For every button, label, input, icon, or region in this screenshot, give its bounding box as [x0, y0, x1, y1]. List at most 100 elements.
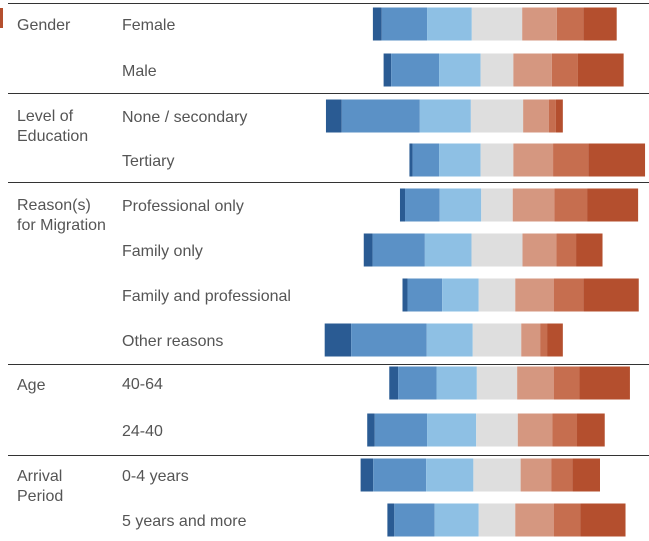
bar-segment: [424, 233, 472, 267]
bar-segment: [405, 188, 440, 222]
bar-segment: [391, 53, 440, 87]
bar-segment: [478, 503, 516, 537]
bar-row: [383, 53, 624, 87]
bar-segment: [472, 323, 522, 357]
bar-segment: [553, 503, 581, 537]
bar-segment: [553, 143, 589, 177]
bar-segment: [548, 99, 556, 133]
bar-segment: [383, 53, 392, 87]
bar-segment: [556, 7, 584, 41]
row-label: Female: [122, 17, 175, 34]
bar-segment: [427, 413, 477, 447]
bar-segment: [540, 323, 548, 357]
bar-segment: [471, 7, 523, 41]
bar-segment: [547, 323, 563, 357]
bar-row: [325, 99, 563, 133]
bar-row: [409, 143, 646, 177]
bar-row: [389, 366, 630, 400]
group-label: Age: [17, 377, 46, 394]
group-label: Gender: [17, 17, 71, 34]
group-label: Arrival Period: [17, 468, 63, 505]
bar-segment: [360, 458, 374, 492]
row-label: 5 years and more: [122, 513, 247, 530]
bar-segment: [583, 7, 617, 41]
bar-segment: [325, 99, 342, 133]
group-label: Level of Education: [17, 108, 88, 145]
bar-segment: [517, 413, 553, 447]
bar-segment: [427, 7, 472, 41]
bar-segment: [439, 53, 481, 87]
bar-row: [367, 413, 605, 447]
row-label: 40-64: [122, 376, 163, 393]
group-label: Reason(s) for Migration: [17, 197, 106, 234]
bar-segment: [341, 99, 420, 133]
bar-segment: [523, 99, 549, 133]
bar-segment: [551, 53, 578, 87]
bar-segment: [588, 143, 646, 177]
bar-segment: [389, 366, 399, 400]
bar-segment: [551, 458, 573, 492]
bar-segment: [577, 53, 624, 87]
bar-segment: [512, 188, 555, 222]
bar-row: [387, 503, 626, 537]
bar-row: [363, 233, 603, 267]
bar-segment: [426, 458, 474, 492]
row-label: Male: [122, 63, 157, 80]
bar-segment: [471, 233, 523, 267]
bar-segment: [436, 366, 477, 400]
bar-segment: [426, 323, 473, 357]
bar-segment: [373, 458, 427, 492]
bar-segment: [552, 413, 578, 447]
bar-row: [399, 188, 639, 222]
bar-segment: [553, 366, 580, 400]
bar-segment: [556, 233, 577, 267]
bar-segment: [576, 233, 603, 267]
row-label: Other reasons: [122, 333, 223, 350]
row-label: 0-4 years: [122, 468, 189, 485]
bar-row: [402, 278, 639, 312]
bar-segment: [409, 143, 413, 177]
row-label: Professional only: [122, 198, 244, 215]
bar-segment: [412, 143, 440, 177]
bar-segment: [517, 366, 554, 400]
bar-segment: [439, 188, 482, 222]
bar-segment: [478, 278, 516, 312]
bar-segment: [583, 278, 639, 312]
bar-segment: [399, 188, 406, 222]
bar-segment: [381, 7, 428, 41]
bar-segment: [522, 233, 557, 267]
bar-segment: [522, 7, 557, 41]
bar-segment: [398, 366, 437, 400]
bar-segment: [587, 188, 639, 222]
bar-segment: [419, 99, 471, 133]
bar-segment: [520, 458, 552, 492]
bar-row: [372, 7, 617, 41]
row-label: 24-40: [122, 423, 163, 440]
bar-segment: [580, 503, 626, 537]
row-label: None / secondary: [122, 109, 247, 126]
bar-segment: [367, 413, 375, 447]
left-edge-accent: [0, 8, 3, 28]
bar-segment: [554, 188, 588, 222]
bar-segment: [579, 366, 630, 400]
bar-segment: [481, 188, 513, 222]
bar-segment: [439, 143, 481, 177]
bar-row: [324, 323, 563, 357]
row-label: Tertiary: [122, 153, 174, 170]
bar-segment: [363, 233, 373, 267]
row-label: Family and professional: [122, 288, 291, 305]
bar-segment: [374, 413, 428, 447]
bar-segment: [513, 143, 554, 177]
bar-segment: [470, 99, 524, 133]
bar-segment: [407, 278, 443, 312]
bar-segment: [473, 458, 521, 492]
bar-segment: [372, 233, 425, 267]
bar-segment: [476, 413, 518, 447]
bar-segment: [553, 278, 584, 312]
bar-segment: [480, 53, 514, 87]
bar-segment: [394, 503, 435, 537]
bar-segment: [515, 503, 554, 537]
bar-segment: [324, 323, 352, 357]
bar-segment: [572, 458, 600, 492]
